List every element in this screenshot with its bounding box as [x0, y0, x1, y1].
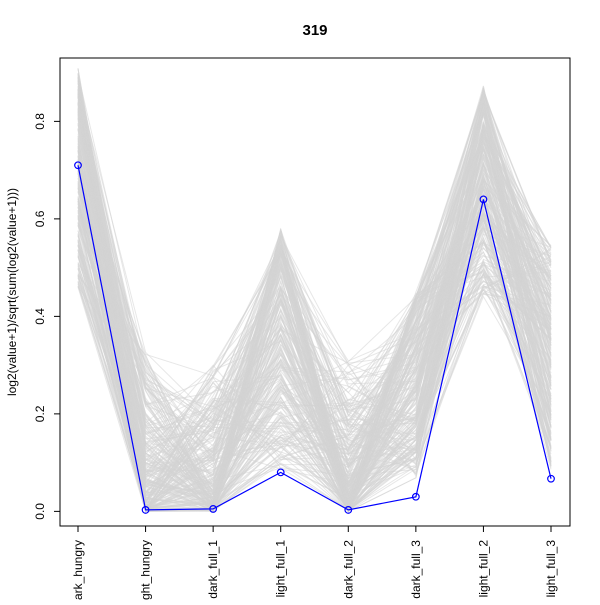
highlighted-series-group — [74, 161, 555, 514]
background-profile-line — [77, 181, 552, 499]
background-profile-line — [77, 80, 552, 464]
series-point — [479, 195, 488, 204]
series-line — [77, 165, 552, 511]
series-point — [74, 161, 82, 170]
background-profile-line — [77, 102, 552, 512]
background-profile-line — [77, 172, 552, 512]
y-tick-label: 0.4 — [33, 308, 47, 325]
y-tick-label: 0.8 — [33, 113, 47, 130]
background-profile-line — [77, 87, 552, 506]
x-tick-label: ght_hungry — [139, 540, 153, 600]
background-profile-line — [77, 161, 552, 506]
x-tick-label: light_full_3 — [544, 540, 558, 598]
x-tick-label: light_full_1 — [274, 540, 288, 598]
y-axis-label: log2(value+1)/sqrt(sum(log2(value+1))) — [5, 188, 19, 396]
background-profile-line — [77, 121, 552, 475]
series-point — [547, 474, 555, 483]
x-axis: ark_hungry ght_hungry dark_full_1 light_ful… — [71, 526, 558, 600]
background-profile-line — [77, 86, 552, 507]
y-tick-label: 0.6 — [33, 210, 47, 227]
y-axis: 0.0 0.2 0.4 0.6 0.8 — [33, 113, 61, 520]
background-profile-line — [77, 68, 552, 511]
y-tick-label: 0.0 — [33, 503, 47, 520]
background-profile-line — [77, 73, 552, 512]
chart-title: 319 — [302, 22, 327, 39]
x-tick-label: dark_full_1 — [206, 540, 220, 599]
series-point — [411, 492, 420, 501]
y-tick-label: 0.2 — [33, 405, 47, 422]
background-profile-line — [77, 256, 552, 513]
x-tick-label: dark_full_3 — [409, 540, 423, 599]
background-profile-line — [77, 178, 552, 505]
background-profile-line — [77, 90, 552, 508]
background-lines-group — [77, 68, 552, 514]
background-profile-line — [77, 132, 552, 463]
background-profile-line — [77, 213, 552, 431]
x-tick-label: light_full_2 — [476, 540, 490, 598]
background-profile-line — [77, 254, 552, 458]
background-profile-line — [77, 109, 552, 511]
x-tick-label: dark_full_2 — [341, 540, 355, 599]
series-point — [344, 506, 353, 514]
background-profile-line — [77, 239, 552, 488]
series-point — [209, 505, 218, 513]
background-profile-line — [77, 206, 552, 504]
background-profile-line — [77, 95, 552, 510]
series-point — [141, 506, 150, 514]
series-point — [276, 468, 285, 477]
x-tick-label: ark_hungry — [71, 540, 85, 600]
